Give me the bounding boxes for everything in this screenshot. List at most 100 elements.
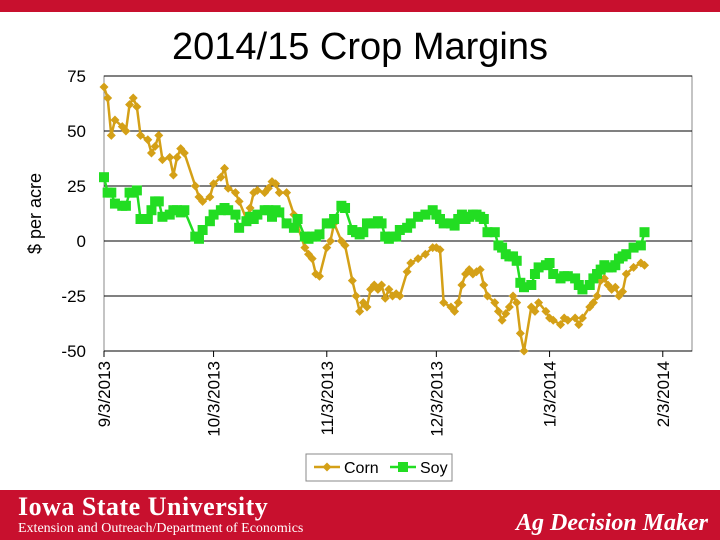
soy-point (142, 214, 153, 224)
soy-point (478, 214, 489, 224)
corn-series (99, 82, 650, 356)
soy-legend-marker (398, 462, 408, 472)
corn-point (556, 320, 566, 330)
soy-point (533, 262, 544, 273)
corn-point (223, 183, 233, 193)
soy-point (281, 218, 292, 229)
soy-point (438, 218, 449, 229)
corn-point (402, 267, 412, 277)
corn-point (274, 188, 284, 198)
corn-point (179, 148, 189, 158)
corn-point (621, 269, 631, 279)
soy-point (449, 220, 460, 231)
corn-point (304, 249, 314, 259)
x-tick-label: 11/3/2013 (318, 361, 337, 435)
corn-point (121, 126, 131, 136)
corn-point (99, 82, 109, 92)
soy-point (358, 227, 369, 238)
x-tick-label: 2/3/2014 (654, 361, 673, 427)
corn-point (490, 298, 500, 308)
corn-point (530, 306, 540, 316)
y-tick-label: 75 (67, 67, 86, 86)
corn-point (216, 172, 226, 182)
y-axis-label: $ per acre (25, 173, 45, 254)
soy-point (263, 205, 274, 216)
soy-point (292, 214, 303, 224)
corn-point (300, 243, 310, 253)
soy-point (106, 187, 117, 198)
corn-point (610, 282, 620, 292)
department-line: Extension and Outreach/Department of Eco… (18, 521, 304, 536)
corn-point (271, 179, 281, 189)
soy-point (314, 229, 325, 240)
soy-point (146, 205, 157, 216)
corn-point (110, 115, 120, 125)
corn-point (263, 183, 273, 193)
soy-point (420, 209, 431, 220)
soy-series (99, 172, 650, 295)
y-tick-label: -25 (61, 287, 86, 306)
corn-point (592, 291, 602, 301)
x-tick-label: 12/3/2013 (427, 361, 446, 437)
corn-point (154, 130, 164, 140)
corn-point (640, 260, 650, 270)
corn-point (143, 135, 153, 145)
corn-point (351, 291, 361, 301)
soy-point (131, 185, 142, 196)
soy-point (204, 216, 215, 227)
corn-point (220, 163, 230, 173)
soy-point (577, 284, 588, 295)
corn-point (577, 313, 587, 323)
footer-bar (0, 490, 720, 540)
corn-point (136, 130, 146, 140)
corn-point (599, 273, 609, 283)
corn-point (190, 181, 200, 191)
corn-point (340, 240, 350, 250)
soy-point (99, 172, 109, 183)
x-tick-label: 10/3/2013 (205, 361, 224, 437)
corn-point (307, 254, 317, 264)
y-tick-label: 50 (67, 122, 86, 141)
corn-point (406, 258, 416, 268)
soy-point (405, 218, 416, 229)
soy-point (639, 227, 650, 238)
soy-point (489, 227, 500, 238)
chart-title: 2014/15 Crop Margins (172, 26, 548, 68)
corn-point (172, 152, 182, 162)
corn-point (245, 203, 255, 213)
corn-point (548, 315, 558, 325)
soy-point (288, 222, 299, 233)
soy-point (511, 255, 522, 266)
top-accent-bar (0, 0, 720, 12)
corn-point (128, 93, 138, 103)
corn-point (252, 185, 262, 195)
corn-point (377, 280, 387, 290)
corn-point (380, 293, 390, 303)
corn-point (493, 306, 503, 316)
soy-point (193, 233, 204, 244)
corn-point (574, 320, 584, 330)
soy-point (544, 258, 555, 268)
corn-point (347, 276, 357, 286)
soy-point (223, 205, 234, 216)
corn-point (420, 249, 430, 259)
soy-point (179, 205, 190, 216)
y-tick-label: 0 (77, 232, 86, 251)
corn-point (541, 306, 551, 316)
soy-point (519, 282, 529, 293)
soy-point (376, 218, 387, 229)
soy-point (197, 225, 208, 235)
legend: Corn Soy (305, 453, 453, 482)
corn-point (588, 298, 598, 308)
corn-point (534, 298, 544, 308)
corn-point (512, 298, 522, 308)
corn-point (515, 328, 525, 338)
soy-point (252, 209, 263, 220)
corn-point (325, 236, 335, 246)
soy-point (562, 271, 573, 282)
corn-point (519, 346, 529, 356)
university-wordmark: Iowa State University (18, 492, 269, 521)
corn-point (384, 284, 394, 294)
corn-point (450, 306, 460, 316)
corn-point (479, 280, 489, 290)
